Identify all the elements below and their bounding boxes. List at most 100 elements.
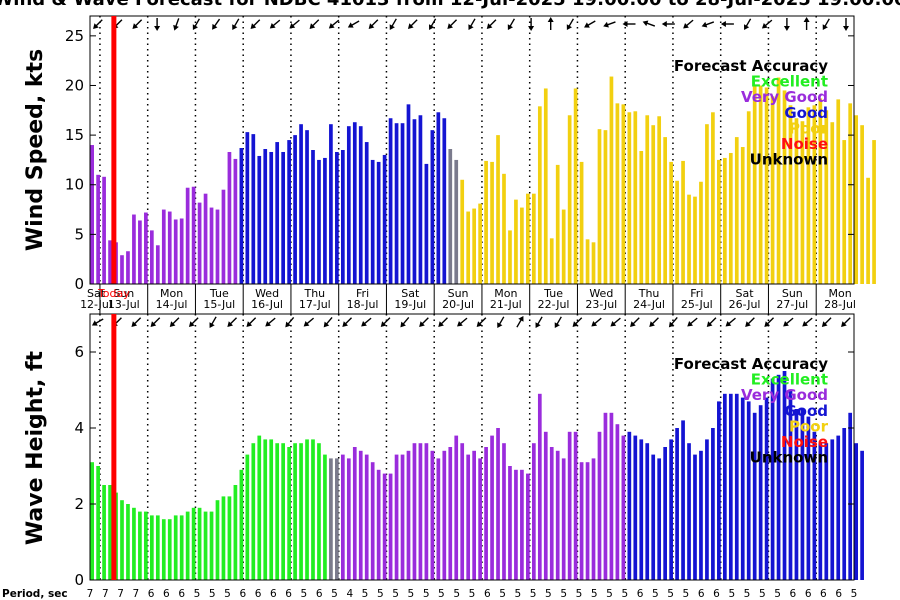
direction-arrow bbox=[591, 317, 602, 327]
wind-bar bbox=[526, 193, 530, 284]
direction-arrow bbox=[764, 317, 775, 327]
wave-bar bbox=[543, 431, 548, 580]
wave-bar bbox=[490, 435, 494, 580]
direction-arrow bbox=[528, 18, 535, 31]
period-value: 5 bbox=[606, 588, 613, 600]
legend-item: Unknown bbox=[750, 151, 828, 169]
wind-bar bbox=[203, 193, 208, 284]
wind-bar bbox=[197, 202, 202, 284]
direction-arrow bbox=[91, 318, 104, 326]
period-value: 6 bbox=[178, 588, 185, 600]
day-date-label: 19-Jul bbox=[394, 298, 426, 311]
wave-bar bbox=[173, 515, 178, 580]
wind-bar bbox=[555, 164, 560, 284]
wave-bar bbox=[430, 450, 435, 580]
wave-direction-arrows bbox=[91, 315, 851, 329]
wave-bar bbox=[412, 443, 417, 580]
wave-bar bbox=[155, 515, 160, 580]
direction-arrow bbox=[232, 18, 240, 31]
direction-arrow bbox=[150, 317, 161, 327]
direction-arrow bbox=[289, 19, 300, 29]
day-of-week-label: Tue bbox=[209, 287, 229, 300]
wave-bar bbox=[251, 443, 256, 580]
wind-bar bbox=[639, 150, 644, 284]
wind-bar bbox=[406, 104, 411, 284]
wave-bar bbox=[352, 447, 357, 580]
period-value: 6 bbox=[148, 588, 155, 600]
period-value: 5 bbox=[560, 588, 567, 600]
day-date-label: 27-Jul bbox=[776, 298, 808, 311]
direction-arrow bbox=[603, 21, 616, 28]
period-value: 5 bbox=[728, 588, 735, 600]
period-value: 5 bbox=[392, 588, 399, 600]
period-value: 5 bbox=[591, 588, 598, 600]
direction-arrow bbox=[188, 317, 199, 327]
direction-arrow bbox=[497, 316, 505, 329]
wave-bar bbox=[478, 458, 482, 580]
wave-bar bbox=[645, 443, 650, 580]
wave-bar bbox=[275, 443, 280, 580]
wave-bar bbox=[627, 431, 632, 580]
wind-bar bbox=[239, 148, 244, 284]
wave-bar bbox=[531, 443, 536, 580]
legend-item: Very Good bbox=[741, 88, 828, 106]
wind-bar bbox=[102, 176, 106, 284]
wave-bar bbox=[669, 439, 673, 580]
day-of-week-label: Tue bbox=[543, 287, 563, 300]
period-value: 5 bbox=[453, 588, 460, 600]
direction-arrow bbox=[630, 317, 640, 327]
wave-bar bbox=[496, 428, 500, 580]
day-of-week-label: Sun bbox=[782, 287, 803, 300]
day-date-label: 18-Jul bbox=[347, 298, 379, 311]
day-date-label: 26-Jul bbox=[729, 298, 761, 311]
y-tick-label: 6 bbox=[74, 343, 84, 361]
direction-arrow bbox=[761, 19, 773, 29]
wind-bar bbox=[722, 157, 727, 284]
direction-arrow bbox=[169, 317, 180, 327]
wind-bar bbox=[191, 186, 196, 284]
direction-arrow bbox=[661, 21, 675, 27]
wave-bar bbox=[687, 443, 691, 580]
period-value: 7 bbox=[132, 588, 139, 600]
period-value: 6 bbox=[637, 588, 644, 600]
wind-bar bbox=[293, 135, 297, 284]
wind-bar bbox=[836, 99, 841, 284]
period-value: 5 bbox=[683, 588, 690, 600]
wind-bar bbox=[287, 140, 291, 284]
period-value: 5 bbox=[331, 588, 338, 600]
wind-bar bbox=[705, 124, 709, 284]
day-date-label: 28-Jul bbox=[824, 298, 856, 311]
wave-bar bbox=[633, 435, 638, 580]
direction-arrow bbox=[429, 18, 437, 31]
wind-bar bbox=[645, 115, 650, 284]
wind-direction-arrows bbox=[93, 17, 849, 31]
wave-bar bbox=[149, 515, 154, 580]
wave-bar bbox=[746, 401, 751, 580]
direction-arrow bbox=[132, 19, 143, 29]
direction-arrow bbox=[649, 317, 659, 327]
wave-y-axis: 0 2 4 6 bbox=[74, 343, 854, 589]
period-value: 5 bbox=[362, 588, 369, 600]
wind-bar bbox=[275, 142, 280, 284]
wind-bar bbox=[215, 209, 220, 284]
direction-arrow bbox=[547, 17, 554, 30]
wind-bar bbox=[872, 140, 876, 284]
wind-bar bbox=[155, 245, 160, 284]
wind-bar bbox=[537, 106, 542, 284]
direction-arrow bbox=[683, 19, 694, 29]
wave-bar bbox=[514, 469, 518, 580]
direction-arrow bbox=[821, 317, 832, 327]
wave-bar bbox=[734, 393, 739, 580]
direction-arrow bbox=[584, 20, 596, 28]
chart-title: Wind & Wave Forecast for NDBC 41013 from… bbox=[0, 0, 900, 10]
wind-bar bbox=[311, 150, 315, 284]
direction-arrow bbox=[347, 20, 360, 28]
direction-arrow bbox=[323, 316, 333, 328]
period-value: 6 bbox=[316, 588, 323, 600]
wind-bar bbox=[251, 134, 256, 284]
period-value: 6 bbox=[698, 588, 705, 600]
wind-y-axis-label: Wind Speed, kts bbox=[23, 49, 48, 251]
wind-bar bbox=[388, 118, 393, 285]
wave-bar bbox=[728, 393, 733, 580]
